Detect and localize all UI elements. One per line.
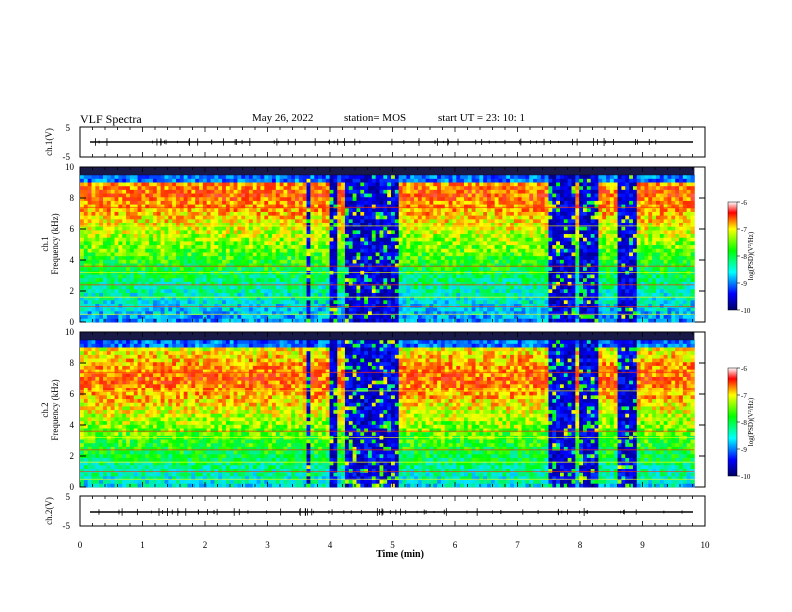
ch1-spec-ylabel-channel: ch.1 xyxy=(40,236,50,251)
ch1-spectrogram-image xyxy=(80,167,695,323)
ch2-ytick-neg5: -5 xyxy=(63,521,71,531)
ch2-waveform-panel: 5 -5 ch.2(V) xyxy=(44,492,706,531)
xtick-label: 0 xyxy=(78,540,83,550)
colorbar-tick: -8 xyxy=(741,253,747,261)
ytick-label: 6 xyxy=(70,389,75,399)
ch2-ylabel: ch.2(V) xyxy=(44,497,54,525)
ch2-spec-ylabel-freq: Frequency (kHz) xyxy=(50,379,60,440)
xtick-label: 3 xyxy=(265,540,270,550)
colorbar-tick: -9 xyxy=(741,446,747,454)
colorbar-tick: -7 xyxy=(741,392,747,400)
colorbar-tick: -10 xyxy=(741,473,751,481)
ytick-label: 2 xyxy=(70,451,75,461)
ch2-spectrogram-panel: 0 2 4 6 8 10 ch.2 Frequency (kHz) xyxy=(40,327,706,492)
ytick-label: 0 xyxy=(70,482,75,492)
xtick-label: 5 xyxy=(390,540,395,550)
ch1-colorbar: -6 -7 -8 -9 -10 log(PSD)(V²/Hz) xyxy=(727,199,755,315)
colorbar-tick: -9 xyxy=(741,280,747,288)
ch1-ytick-neg5: -5 xyxy=(63,152,71,162)
ch2-spec-ylabel-channel: ch.2 xyxy=(40,402,50,417)
ch1-ytick-5: 5 xyxy=(66,123,71,133)
ytick-label: 0 xyxy=(70,317,75,327)
ytick-label: 10 xyxy=(65,327,75,337)
ytick-label: 8 xyxy=(70,358,75,368)
ytick-label: 4 xyxy=(70,420,75,430)
colorbar-tick: -10 xyxy=(741,307,751,315)
chart-title: VLF Spectra xyxy=(80,112,142,126)
ytick-label: 8 xyxy=(70,193,75,203)
xtick-label: 7 xyxy=(515,540,520,550)
ch2-spectrogram-image xyxy=(80,332,695,488)
xtick-label: 6 xyxy=(453,540,458,550)
station-label: station= MOS xyxy=(344,112,407,124)
xtick-label: 2 xyxy=(203,540,208,550)
time-axis: 0 1 2 3 4 5 6 7 8 9 10 xyxy=(78,127,710,550)
xtick-label: 4 xyxy=(328,540,333,550)
ch1-colorbar-gradient xyxy=(727,201,738,311)
date-label: May 26, 2022 xyxy=(252,112,314,124)
ch1-ylabel: ch.1(V) xyxy=(44,128,54,156)
ch2-colorbar-gradient xyxy=(727,367,738,477)
colorbar-tick: -8 xyxy=(741,419,747,427)
ch2-colorbar-label: log(PSD)(V²/Hz) xyxy=(747,397,755,446)
xtick-label: 10 xyxy=(701,540,711,550)
ytick-label: 6 xyxy=(70,224,75,234)
ch1-waveform-panel: 5 -5 ch.1(V) xyxy=(44,123,706,162)
xtick-label: 8 xyxy=(578,540,583,550)
xtick-label: 9 xyxy=(640,540,645,550)
colorbar-tick: -6 xyxy=(741,365,747,373)
ytick-label: 10 xyxy=(65,162,75,172)
colorbar-tick: -7 xyxy=(741,226,747,234)
colorbar-tick: -6 xyxy=(741,199,747,207)
ytick-label: 4 xyxy=(70,255,75,265)
ch2-colorbar: -6 -7 -8 -9 -10 log(PSD)(V²/Hz) xyxy=(727,365,755,481)
ch2-ytick-5: 5 xyxy=(66,492,71,502)
ch1-spec-ylabel-freq: Frequency (kHz) xyxy=(50,213,60,274)
xtick-label: 1 xyxy=(140,540,145,550)
ch1-spectrogram-panel: 0 2 4 6 8 10 ch.1 Frequency (kHz) xyxy=(40,162,706,327)
ch1-colorbar-label: log(PSD)(V²/Hz) xyxy=(747,231,755,280)
time-axis-label: Time (min) xyxy=(376,549,424,560)
start-ut-label: start UT = 23: 10: 1 xyxy=(438,112,525,124)
ytick-label: 2 xyxy=(70,286,75,296)
